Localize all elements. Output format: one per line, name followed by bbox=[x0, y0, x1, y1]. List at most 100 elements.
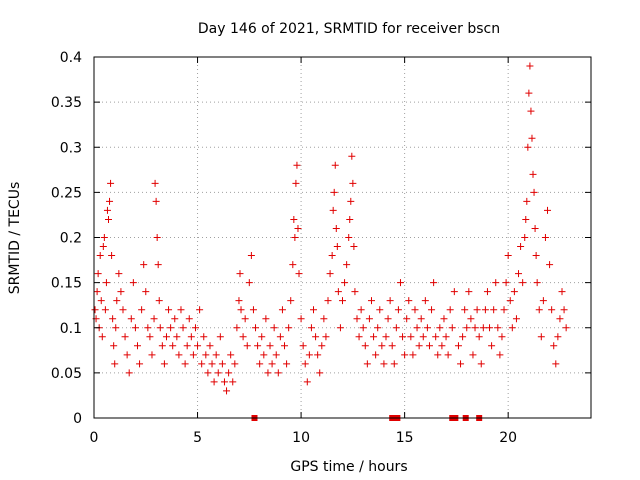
data-point bbox=[144, 324, 152, 332]
data-point bbox=[562, 324, 570, 332]
data-point bbox=[104, 215, 112, 223]
data-point bbox=[236, 270, 244, 278]
data-point bbox=[519, 279, 527, 287]
data-point bbox=[243, 342, 251, 350]
data-point bbox=[417, 315, 425, 323]
data-point bbox=[469, 351, 477, 359]
data-point bbox=[496, 351, 504, 359]
data-point bbox=[376, 306, 384, 314]
data-point bbox=[247, 252, 255, 260]
data-point bbox=[154, 261, 162, 269]
data-point bbox=[106, 197, 114, 205]
data-point bbox=[191, 324, 199, 332]
data-point bbox=[303, 378, 311, 386]
data-point bbox=[181, 360, 189, 368]
data-point bbox=[355, 333, 363, 341]
data-point bbox=[367, 297, 375, 305]
data-point bbox=[131, 324, 139, 332]
data-point bbox=[525, 89, 533, 97]
y-tick-label: 0.3 bbox=[60, 140, 82, 156]
data-point bbox=[111, 360, 119, 368]
data-point bbox=[293, 161, 301, 169]
x-tick-label: 5 bbox=[193, 430, 202, 446]
data-point bbox=[289, 261, 297, 269]
x-tick-label: 20 bbox=[499, 430, 517, 446]
data-point bbox=[392, 324, 400, 332]
data-point bbox=[345, 234, 353, 241]
data-point bbox=[264, 369, 272, 377]
data-point bbox=[413, 324, 421, 332]
data-point bbox=[483, 288, 491, 296]
data-point bbox=[378, 342, 386, 350]
data-point bbox=[256, 360, 264, 368]
data-point bbox=[399, 333, 407, 341]
data-point bbox=[155, 297, 163, 305]
data-point bbox=[528, 134, 536, 142]
data-point bbox=[142, 288, 150, 296]
data-point bbox=[498, 333, 506, 341]
data-point bbox=[276, 333, 284, 341]
data-point bbox=[119, 306, 127, 314]
x-tick-labels: 0 5 10 15 20 bbox=[90, 430, 518, 446]
data-point bbox=[550, 342, 558, 350]
data-point bbox=[459, 333, 467, 341]
data-point bbox=[512, 315, 520, 323]
data-point bbox=[334, 288, 342, 296]
data-point bbox=[218, 360, 226, 368]
data-point bbox=[532, 252, 540, 260]
data-point bbox=[405, 297, 413, 305]
data-point bbox=[554, 333, 562, 341]
data-point bbox=[357, 306, 365, 314]
data-point bbox=[99, 243, 107, 251]
data-point bbox=[448, 324, 456, 332]
data-point bbox=[494, 324, 502, 332]
scatter-points bbox=[91, 62, 570, 395]
data-point bbox=[299, 342, 307, 350]
data-point bbox=[270, 324, 278, 332]
data-point bbox=[523, 197, 531, 205]
y-tick-label: 0.1 bbox=[60, 321, 82, 337]
data-point bbox=[386, 297, 394, 305]
data-point bbox=[425, 342, 433, 350]
data-point bbox=[223, 387, 231, 395]
data-point bbox=[160, 360, 168, 368]
y-tick-labels: 0 0.05 0.1 0.15 0.2 0.25 0.3 0.35 0.4 bbox=[51, 50, 82, 427]
data-point bbox=[390, 360, 398, 368]
data-point bbox=[322, 333, 330, 341]
data-point bbox=[146, 333, 154, 341]
data-point bbox=[274, 369, 282, 377]
data-point bbox=[260, 351, 268, 359]
data-point bbox=[227, 351, 235, 359]
data-point bbox=[93, 288, 101, 296]
data-point bbox=[502, 279, 510, 287]
data-point bbox=[101, 306, 109, 314]
data-point bbox=[440, 315, 448, 323]
axis-ticks bbox=[93, 56, 591, 419]
data-point bbox=[109, 315, 117, 323]
data-point bbox=[297, 315, 305, 323]
data-point bbox=[409, 351, 417, 359]
data-point bbox=[129, 279, 137, 287]
data-point bbox=[336, 324, 344, 332]
data-point bbox=[158, 342, 166, 350]
data-point bbox=[517, 243, 525, 251]
data-point bbox=[531, 224, 539, 232]
data-point bbox=[324, 297, 332, 305]
data-point bbox=[117, 288, 125, 296]
data-point bbox=[150, 315, 158, 323]
data-point bbox=[151, 179, 159, 187]
data-point bbox=[169, 342, 177, 350]
data-point bbox=[290, 215, 298, 223]
data-point bbox=[198, 360, 206, 368]
data-point bbox=[171, 315, 179, 323]
x-axis-label: GPS time / hours bbox=[290, 459, 407, 475]
data-point bbox=[175, 351, 183, 359]
data-point bbox=[214, 369, 222, 377]
data-point bbox=[388, 342, 396, 350]
data-point bbox=[450, 288, 458, 296]
data-point bbox=[353, 315, 361, 323]
data-point bbox=[140, 261, 148, 269]
data-point bbox=[179, 324, 187, 332]
data-point bbox=[446, 306, 454, 314]
